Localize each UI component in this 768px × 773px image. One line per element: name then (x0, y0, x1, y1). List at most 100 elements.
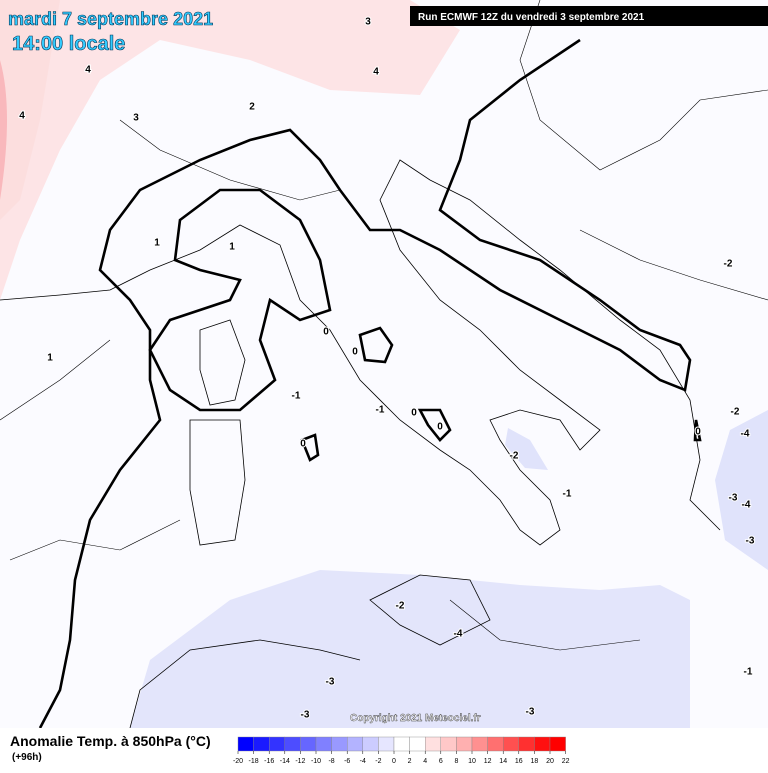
color-box (300, 736, 317, 752)
run-info: Run ECMWF 12Z du vendredi 3 septembre 20… (418, 12, 645, 23)
contour-label: -1 (292, 391, 301, 402)
colorbar-label: -20 (233, 758, 243, 765)
colorbar-label: 14 (499, 758, 507, 765)
contour-label: -3 (729, 493, 738, 504)
legend-subtitle: (+96h) (12, 752, 42, 763)
contour-label: 1 (47, 353, 53, 364)
colorbar-label: 2 (408, 758, 412, 765)
sardinia (189, 419, 246, 546)
contour-label: -3 (326, 677, 335, 688)
sicily (369, 574, 491, 646)
color-box (425, 736, 442, 752)
color-box (284, 736, 301, 752)
contour-label: -4 (454, 629, 463, 640)
zero-contour-2 (148, 188, 332, 412)
color-box (409, 736, 426, 752)
contour-label: 3 (133, 113, 139, 124)
color-box (331, 736, 348, 752)
contour-label: 0 (695, 427, 701, 438)
color-box (378, 736, 395, 752)
colorbar-label: 10 (468, 758, 476, 765)
color-box (393, 736, 410, 752)
cool-anomaly (130, 570, 690, 728)
africa-coast (129, 639, 361, 729)
cool-anomaly-east (715, 410, 768, 570)
contour-label: 0 (437, 422, 443, 433)
colorbar-label: 16 (515, 758, 523, 765)
contour-label: -2 (396, 601, 405, 612)
contour-label: 1 (229, 242, 235, 253)
corsica (199, 319, 246, 406)
contour-label: -2 (731, 407, 740, 418)
color-box (440, 736, 457, 752)
zero-contour (38, 38, 692, 729)
cool-anomaly-south (505, 428, 548, 470)
colorbar-label: -2 (375, 758, 381, 765)
contour-label: 0 (300, 439, 306, 450)
date: mardi 7 septembre 2021 (8, 9, 213, 29)
color-box (347, 736, 364, 752)
small-contours (300, 326, 702, 462)
contour-label: -4 (742, 500, 751, 511)
colorbar-label: -4 (360, 758, 366, 765)
contour-label: -3 (526, 707, 535, 718)
coastline (0, 159, 721, 546)
contour-label: -4 (741, 429, 750, 440)
warm-core (0, 60, 7, 200)
color-box (237, 736, 254, 752)
colorbar-label: 8 (454, 758, 458, 765)
color-box (518, 736, 535, 752)
color-box (549, 736, 566, 752)
colorbar-label: -6 (344, 758, 350, 765)
colorbar-label: 6 (439, 758, 443, 765)
contour-label: 4 (85, 65, 91, 76)
legend-title: Anomalie Temp. à 850hPa (°C) (10, 733, 211, 749)
colorbar-label: -10 (311, 758, 321, 765)
contour-label: 1 (154, 238, 160, 249)
color-box (503, 736, 520, 752)
color-box (456, 736, 473, 752)
contour-label: 3 (365, 17, 371, 28)
contour-label: -1 (563, 489, 572, 500)
contour-label: 0 (411, 408, 417, 419)
contour-label: 4 (19, 111, 25, 122)
colorbar-label: -14 (280, 758, 290, 765)
colorbar-label: 20 (546, 758, 554, 765)
contour-label: 0 (323, 327, 329, 338)
contour-label: -1 (376, 405, 385, 416)
warm-anomaly (0, 0, 460, 300)
copyright: Copyright 2021 Meteociel.fr (350, 713, 481, 724)
colorbar-label: 18 (531, 758, 539, 765)
contour-label: -2 (724, 259, 733, 270)
color-box (315, 736, 332, 752)
color-box (534, 736, 551, 752)
contour-label: 2 (249, 102, 255, 113)
time: 14:00 locale (12, 33, 125, 55)
contour-label: -3 (301, 710, 310, 721)
colorbar-label: -8 (328, 758, 334, 765)
colorbar-label: -18 (249, 758, 259, 765)
run-box (410, 6, 768, 26)
colorbar-label: -12 (295, 758, 305, 765)
warm-anomaly-2 (0, 0, 60, 220)
contour-label: -1 (744, 667, 753, 678)
color-box (253, 736, 270, 752)
contour-label: -3 (746, 536, 755, 547)
thin-contours (0, 0, 768, 651)
contour-label: 0 (352, 347, 358, 358)
color-box (362, 736, 379, 752)
colorbar-label: 12 (484, 758, 492, 765)
color-box (487, 736, 504, 752)
colorbar: -20 -18 -16 -14 -12 -10 -8 -6 -4 -2 0 2 4 6 8 10 12 14 16 1… (233, 736, 570, 765)
color-box (471, 736, 488, 752)
colorbar-label: -16 (264, 758, 274, 765)
contour-label: 4 (373, 67, 379, 78)
colorbar-label: 4 (423, 758, 427, 765)
contour-label: -2 (510, 451, 519, 462)
color-box (269, 736, 286, 752)
colorbar-label: 0 (392, 758, 396, 765)
colorbar-label: 22 (562, 758, 570, 765)
